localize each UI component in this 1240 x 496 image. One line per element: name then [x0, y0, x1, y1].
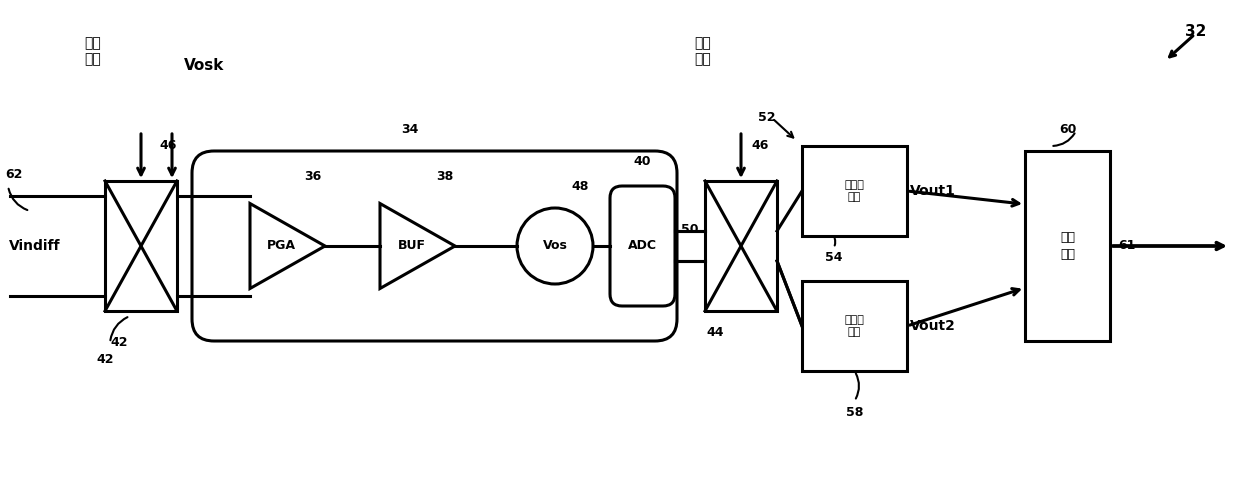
Text: 斩波
信号: 斩波 信号: [84, 36, 102, 66]
Text: Vos: Vos: [543, 240, 568, 252]
Bar: [105, 181, 177, 311]
Text: 48: 48: [572, 180, 589, 193]
Polygon shape: [379, 203, 455, 289]
Text: 42: 42: [97, 353, 114, 366]
Bar: [802, 281, 906, 371]
Text: 60: 60: [1059, 123, 1076, 136]
Text: Vout2: Vout2: [910, 319, 956, 333]
Text: 44: 44: [707, 326, 724, 339]
Text: 路辑
正关: 路辑 正关: [1060, 232, 1075, 260]
Text: 32: 32: [1185, 24, 1207, 39]
Text: 40: 40: [634, 155, 651, 168]
Text: 34: 34: [402, 123, 419, 136]
FancyBboxPatch shape: [192, 151, 677, 341]
Bar: [706, 181, 777, 311]
Text: Vosk: Vosk: [184, 59, 224, 73]
Text: 数字滤
波器: 数字滤 波器: [844, 180, 864, 202]
Text: ADC: ADC: [627, 240, 657, 252]
FancyBboxPatch shape: [610, 186, 675, 306]
Text: 46: 46: [159, 139, 176, 152]
Text: 52: 52: [758, 111, 776, 124]
Text: 54: 54: [825, 251, 842, 264]
Text: BUF: BUF: [398, 240, 425, 252]
Text: 50: 50: [681, 223, 699, 236]
Text: 42: 42: [110, 336, 128, 349]
Text: 58: 58: [846, 406, 863, 419]
Circle shape: [517, 208, 593, 284]
Text: Vindiff: Vindiff: [9, 239, 61, 253]
Text: 38: 38: [436, 171, 454, 184]
Text: 36: 36: [304, 171, 321, 184]
Text: 斩波
信号: 斩波 信号: [694, 36, 712, 66]
Text: Vout1: Vout1: [910, 184, 956, 198]
Text: PGA: PGA: [267, 240, 296, 252]
Polygon shape: [250, 203, 325, 289]
Text: 数字滤
波器: 数字滤 波器: [844, 315, 864, 337]
Text: 46: 46: [751, 139, 769, 152]
Bar: [1025, 151, 1110, 341]
Bar: [802, 146, 906, 236]
Text: 62: 62: [5, 168, 22, 181]
Text: 61: 61: [1118, 240, 1136, 252]
